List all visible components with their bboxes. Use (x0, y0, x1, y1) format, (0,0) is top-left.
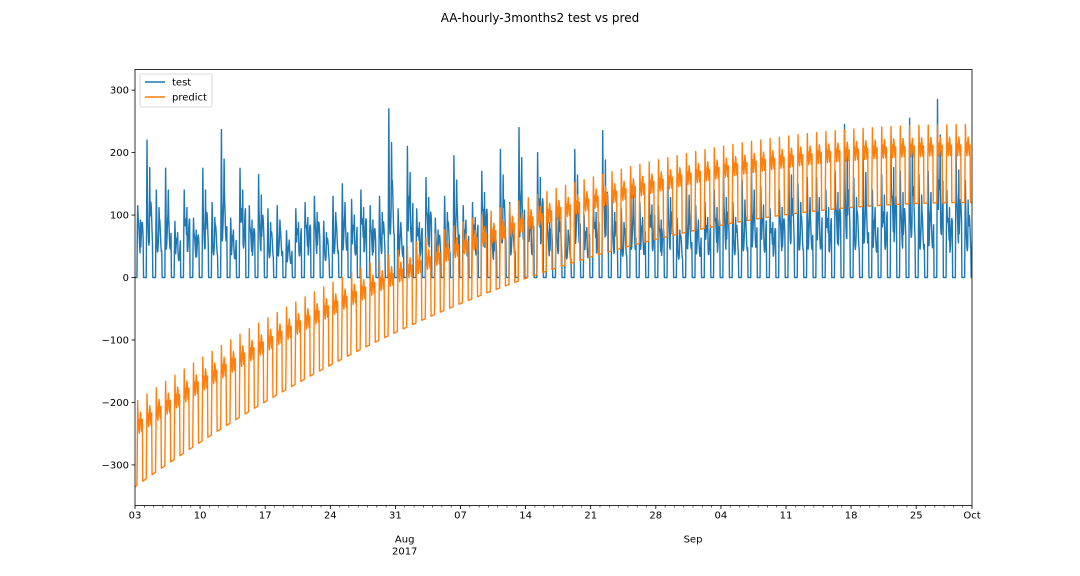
x-tick-label: 18 (845, 511, 858, 522)
x-year-label: 2017 (392, 547, 417, 558)
x-tick-label: 04 (715, 511, 728, 522)
chart-title: AA-hourly-3months2 test vs pred (441, 11, 639, 25)
x-tick-label: 17 (259, 511, 272, 522)
y-tick-label: −300 (102, 460, 129, 471)
x-tick-label: 28 (649, 511, 662, 522)
x-tick-label: 07 (454, 511, 467, 522)
legend: test predict (139, 73, 213, 108)
x-tick-label: 14 (519, 511, 532, 522)
plot-background (135, 69, 972, 506)
plot-area (134, 69, 973, 506)
y-tick-label: 0 (123, 273, 129, 284)
y-tick-label: 100 (110, 211, 129, 222)
x-tick-label: Oct (963, 511, 980, 522)
y-tick-label: −200 (102, 398, 129, 409)
x-tick-label: 11 (780, 511, 793, 522)
x-month-label: Sep (684, 535, 703, 546)
x-tick-label: 25 (910, 511, 923, 522)
x-tick-label: 21 (584, 511, 597, 522)
x-month-label: Aug (395, 535, 415, 546)
legend-label-predict: predict (172, 93, 207, 104)
y-tick-label: 300 (110, 86, 129, 97)
y-axis: −300 −200 −100 0 100 200 300 (102, 86, 135, 471)
x-tick-label: 24 (324, 511, 337, 522)
x-tick-label: 10 (194, 511, 207, 522)
y-tick-label: 200 (110, 148, 129, 159)
series-predict-line (134, 123, 973, 488)
x-tick-label: 31 (389, 511, 402, 522)
legend-label-test: test (172, 78, 191, 89)
y-tick-label: −100 (102, 335, 129, 346)
x-tick-label: 03 (129, 511, 142, 522)
series-layer (134, 98, 973, 488)
series-test-line (134, 98, 973, 279)
